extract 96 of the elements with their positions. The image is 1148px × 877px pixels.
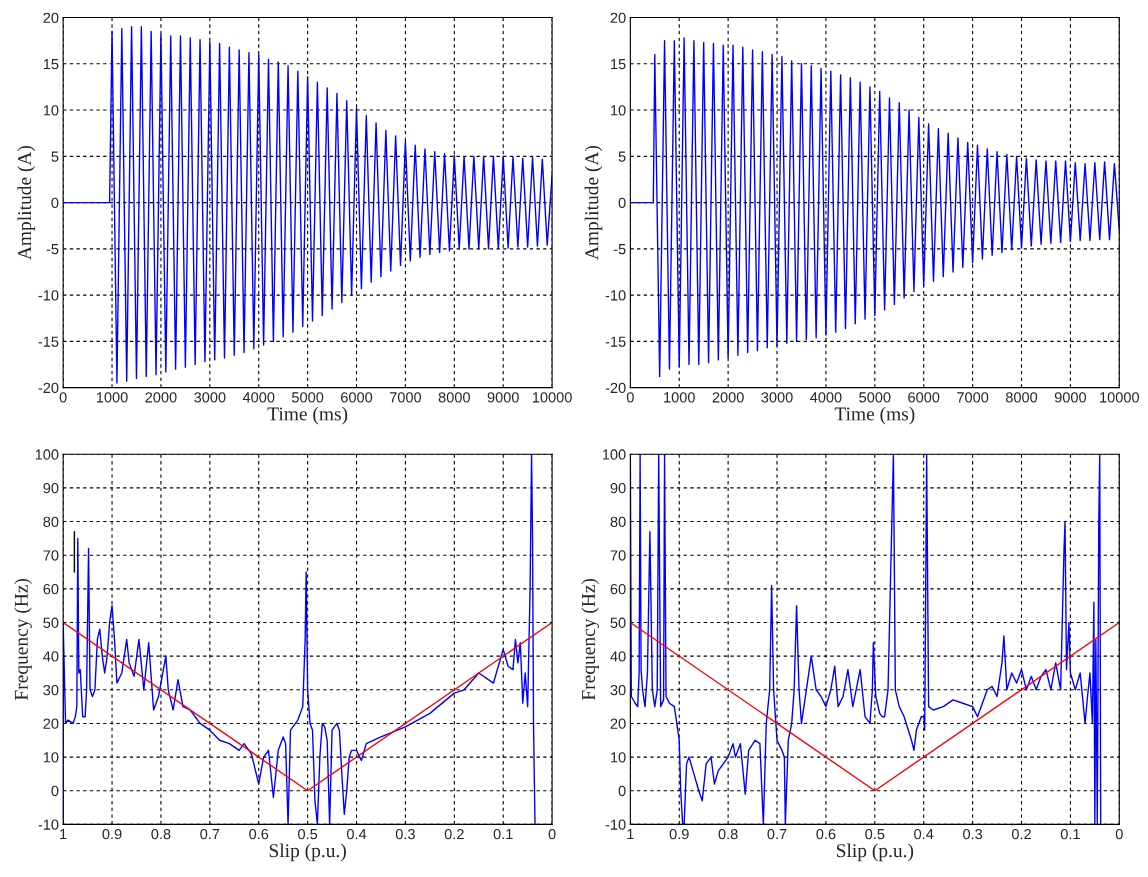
y-tick-label: 80 <box>610 516 626 527</box>
x-tick-label: 9000 <box>1054 392 1087 403</box>
x-tick-label: 0.5 <box>298 828 318 840</box>
x-tick-label: 0.1 <box>1060 828 1080 840</box>
x-tick-label: 0.2 <box>444 828 464 840</box>
x-tick-label: 0.6 <box>816 828 836 840</box>
x-tick-label: 5000 <box>859 392 891 403</box>
x-tick-label: 0.4 <box>914 828 934 840</box>
x-tick-label: 1 <box>627 829 634 840</box>
x-tick-label: 10000 <box>1100 392 1140 403</box>
x-tick-label: 8000 <box>1005 392 1038 403</box>
y-tick-label: -10 <box>38 819 59 830</box>
y-tick-label: 60 <box>610 583 626 595</box>
y-tick-label: 30 <box>43 684 59 696</box>
x-tick-label: 1000 <box>664 392 695 403</box>
y-tick-label: 10 <box>611 752 626 763</box>
x-tick-label: 0.6 <box>249 828 269 840</box>
y-tick-label: 15 <box>43 59 59 70</box>
y-tick-label: 90 <box>43 483 59 494</box>
x-tick-label: 1 <box>60 829 67 840</box>
x-axis-title: Time (ms) <box>834 406 915 425</box>
y-tick-label: 40 <box>43 651 59 662</box>
y-tick-label: 0 <box>618 197 626 209</box>
x-tick-label: 0.8 <box>151 828 171 840</box>
x-tick-label: 2000 <box>712 392 744 403</box>
x-tick-label: 0.3 <box>395 828 415 840</box>
y-tick-label: -15 <box>605 336 626 347</box>
y-tick-label: 70 <box>43 550 59 561</box>
y-tick-label: 0 <box>618 785 626 797</box>
x-axis-title: Slip (p.u.) <box>836 843 914 862</box>
x-tick-label: 6000 <box>908 392 940 403</box>
y-tick-label: 50 <box>43 617 59 628</box>
x-axis-title: Time (ms) <box>267 406 348 425</box>
y-tick-label: 0 <box>51 197 59 209</box>
x-tick-label: 0.9 <box>669 828 689 840</box>
x-tick-label: 0 <box>548 828 556 840</box>
x-tick-label: 0 <box>1115 828 1123 840</box>
x-tick-label: 10000 <box>532 392 572 403</box>
y-tick-label: 20 <box>610 718 626 729</box>
x-tick-label: 7000 <box>389 392 422 403</box>
line-series <box>63 26 553 384</box>
x-tick-label: 7000 <box>957 392 989 403</box>
y-tick-label: 40 <box>610 651 626 662</box>
x-tick-label: 9000 <box>487 392 519 403</box>
x-tick-label: 0.3 <box>963 828 983 840</box>
y-tick-label: 50 <box>610 617 626 628</box>
x-tick-label: 8000 <box>438 392 470 403</box>
y-axis-title: Amplitude (A) <box>584 145 603 260</box>
y-tick-label: 10 <box>43 105 59 116</box>
y-axis-title: Frequency (Hz) <box>14 578 32 701</box>
x-tick-label: 5000 <box>291 392 324 403</box>
x-tick-label: 1000 <box>96 392 128 403</box>
y-tick-label: 80 <box>43 516 59 527</box>
y-tick-label: -5 <box>613 244 626 255</box>
y-tick-label: 20 <box>43 718 59 729</box>
x-tick-label: 3000 <box>761 392 793 403</box>
x-tick-label: 4000 <box>810 392 842 403</box>
y-tick-label: -10 <box>605 290 626 301</box>
y-tick-label: -10 <box>38 290 59 301</box>
x-tick-label: 2000 <box>145 392 177 403</box>
y-tick-label: 30 <box>610 684 626 696</box>
x-tick-label: 0.4 <box>346 828 367 840</box>
y-axis-title: Amplitude (A) <box>17 145 36 260</box>
y-tick-label: 70 <box>610 550 626 561</box>
y-tick-label: 20 <box>610 12 626 23</box>
x-tick-label: 6000 <box>341 392 373 403</box>
y-tick-label: -15 <box>38 336 59 347</box>
y-tick-label: 10 <box>43 752 59 763</box>
y-tick-label: 100 <box>35 449 59 460</box>
y-tick-label: 60 <box>43 583 59 595</box>
x-tick-label: 0.9 <box>102 828 122 840</box>
y-tick-label: 5 <box>51 151 59 162</box>
y-tick-label: -10 <box>605 819 626 830</box>
y-tick-label: 20 <box>43 12 59 23</box>
x-tick-label: 3000 <box>194 392 226 403</box>
x-tick-label: 0 <box>626 392 634 403</box>
y-tick-label: 90 <box>610 483 626 494</box>
line-series <box>630 37 1120 378</box>
x-tick-label: 0.7 <box>767 828 787 840</box>
y-tick-label: 10 <box>611 105 626 116</box>
x-tick-label: 0.5 <box>865 828 885 840</box>
x-tick-label: 0 <box>59 392 67 403</box>
y-tick-label: -20 <box>38 382 59 394</box>
y-axis-title: Frequency (Hz) <box>581 578 600 701</box>
x-tick-label: 0.8 <box>718 828 738 840</box>
y-tick-label: 0 <box>51 785 59 797</box>
y-tick-label: -20 <box>605 382 626 394</box>
x-tick-label: 4000 <box>242 392 275 403</box>
x-tick-label: 0.7 <box>200 828 220 840</box>
y-tick-label: 15 <box>611 59 626 70</box>
y-tick-label: 100 <box>602 449 626 460</box>
y-tick-label: 5 <box>618 151 626 162</box>
y-tick-label: -5 <box>46 244 59 255</box>
x-tick-label: 0.2 <box>1011 828 1031 840</box>
x-axis-title: Slip (p.u.) <box>269 843 346 862</box>
x-tick-label: 0.1 <box>493 828 513 840</box>
